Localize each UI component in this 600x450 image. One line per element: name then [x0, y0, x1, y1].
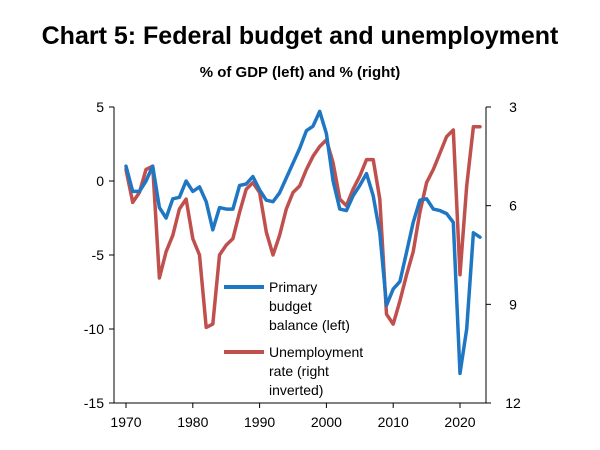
left-y-tick-label: -15: [84, 395, 104, 411]
legend-label: balance (left): [269, 317, 350, 333]
chart-subtitle: % of GDP (left) and % (right): [199, 64, 401, 81]
right-y-tick-label: 12: [505, 395, 521, 411]
legend-label: Unemployment: [269, 344, 363, 360]
unemployment-line: [124, 124, 482, 330]
legend-label: rate (right: [269, 363, 329, 379]
chart-title: Chart 5: Federal budget and unemployment: [41, 22, 559, 50]
left-y-tick-label: -10: [84, 321, 104, 337]
legend-label: Primary: [269, 279, 317, 295]
x-tick-label: 2020: [444, 414, 475, 430]
left-y-tick-label: 0: [96, 173, 104, 189]
left-y-tick-label: 5: [96, 99, 104, 115]
x-tick-label: 1990: [244, 414, 275, 430]
x-tick-label: 2010: [378, 414, 409, 430]
budget-balance-line: [124, 109, 482, 376]
legend-label: budget: [269, 298, 312, 314]
x-tick-label: 1970: [110, 414, 141, 430]
left-y-tick-label: -5: [92, 247, 105, 263]
right-y-tick-label: 3: [509, 99, 517, 115]
legend-label: inverted): [269, 382, 323, 398]
right-y-tick-label: 6: [509, 198, 517, 214]
x-tick-label: 1980: [177, 414, 208, 430]
x-tick-label: 2000: [311, 414, 342, 430]
right-y-tick-label: 9: [509, 296, 517, 312]
